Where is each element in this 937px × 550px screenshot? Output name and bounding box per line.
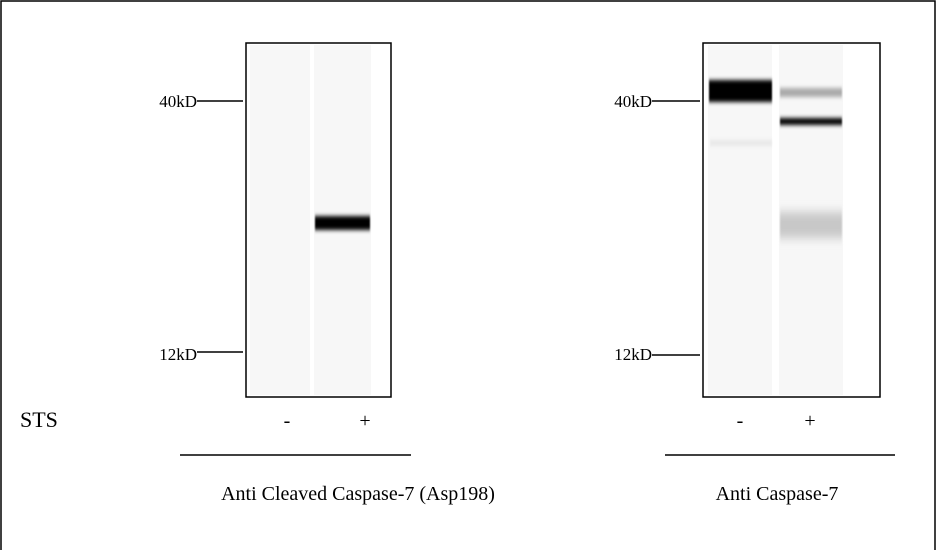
- band: [315, 216, 370, 230]
- row-label: STS: [20, 407, 58, 432]
- lane-label: +: [804, 410, 815, 432]
- marker-label: 40kD: [159, 92, 197, 111]
- lane-label: +: [359, 410, 370, 432]
- lane: [250, 45, 310, 395]
- band: [710, 140, 772, 146]
- band: [780, 212, 842, 238]
- blot-panel: 40kD 12kD - + Anti Cleaved Caspase-7 (As…: [159, 43, 495, 505]
- blot-panel: 40kD 12kD - + Anti Caspase-7: [614, 43, 895, 505]
- lane-label: -: [737, 410, 744, 432]
- band: [780, 118, 842, 125]
- marker-label: 40kD: [614, 92, 652, 111]
- band: [709, 80, 772, 102]
- marker-label: 12kD: [159, 345, 197, 364]
- lane-label: -: [284, 410, 291, 432]
- figure: 40kD 12kD - + Anti Cleaved Caspase-7 (As…: [0, 0, 937, 550]
- band: [780, 88, 842, 97]
- panel-label: Anti Cleaved Caspase-7 (Asp198): [221, 483, 495, 505]
- panel-label: Anti Caspase-7: [716, 483, 839, 505]
- marker-label: 12kD: [614, 345, 652, 364]
